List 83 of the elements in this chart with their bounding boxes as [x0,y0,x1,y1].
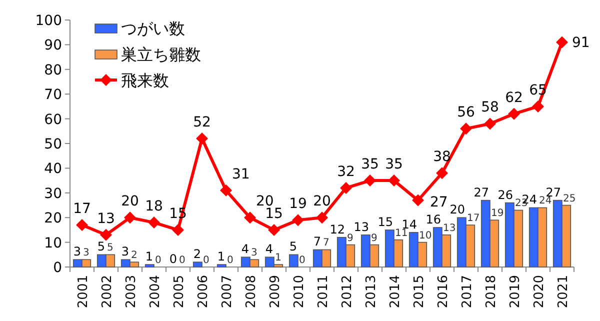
data-label: 4 [241,242,249,256]
point [436,167,448,180]
point [460,122,472,135]
legend-label: 飛来数 [121,71,169,90]
bar [192,262,202,268]
data-label: 13 [354,220,369,234]
data-label: 3 [73,244,81,259]
bar [288,254,298,268]
point [556,36,568,48]
data-label: 16 [426,212,441,226]
point [220,184,232,196]
data-label: 1 [217,250,225,264]
data-label: 19 [289,196,307,212]
point [196,132,208,145]
point [172,224,184,236]
data-label: 9 [371,232,378,244]
point [100,228,112,241]
data-label: 15 [265,206,283,222]
data-label: 0 [203,255,210,266]
point [316,212,328,224]
data-label: 13 [97,210,115,227]
data-label: 1 [145,250,153,264]
data-label: 17 [467,213,480,224]
data-label: 9 [347,232,354,244]
point [292,214,304,226]
data-label: 15 [378,214,393,229]
data-label: 11 [395,228,408,239]
data-label: 2 [193,247,201,262]
data-label: 35 [361,156,379,173]
data-label: 3 [121,244,129,259]
data-label: 13 [443,222,456,234]
point [532,100,544,112]
data-label: 10 [419,230,432,242]
data-label: 19 [491,208,504,220]
data-label: 3 [83,248,90,259]
data-label: 12 [330,222,345,236]
data-label: 4 [265,242,273,256]
data-label: 62 [505,90,523,106]
point [148,216,160,229]
data-label: 38 [433,149,451,166]
data-label: 31 [232,166,250,182]
data-label: 3 [251,248,258,259]
data-label: 1 [275,252,282,264]
point [340,182,352,194]
data-label: 0 [155,255,162,266]
data-label: 5 [289,240,297,254]
data-label: 0 [299,255,306,266]
data-label: 0 [227,255,234,266]
point [484,118,496,130]
data-label: 52 [193,114,211,131]
bar [216,264,226,268]
data-label: 5 [107,242,114,254]
point [124,212,136,224]
point [268,224,280,236]
data-label: 20 [313,194,331,210]
data-label: 25 [563,193,576,204]
data-label: 27 [430,194,448,210]
data-label: 26 [498,188,513,202]
legend-label: 巣立ち雛数 [121,45,201,64]
legend-label: つがい数 [121,19,185,38]
data-label: 7 [313,234,321,249]
data-label: 56 [457,104,475,121]
point [508,108,520,120]
data-label: 17 [73,201,91,218]
bar [144,264,154,268]
point [364,174,376,187]
data-label: 20 [450,202,465,217]
data-label: 35 [385,156,403,173]
point [244,212,256,224]
data-label: 20 [121,194,139,210]
data-label: 27 [474,185,489,200]
data-label: 91 [572,35,590,52]
data-label: 18 [145,198,163,215]
data-label: 5 [97,240,105,254]
data-label: 58 [481,100,499,116]
data-label: 0 [179,255,186,266]
point [388,174,400,187]
point [76,219,88,232]
point [412,194,424,206]
data-label: 2 [131,250,138,262]
data-label: 0 [169,252,177,266]
data-label: 32 [337,164,355,180]
data-label: 7 [323,238,330,249]
